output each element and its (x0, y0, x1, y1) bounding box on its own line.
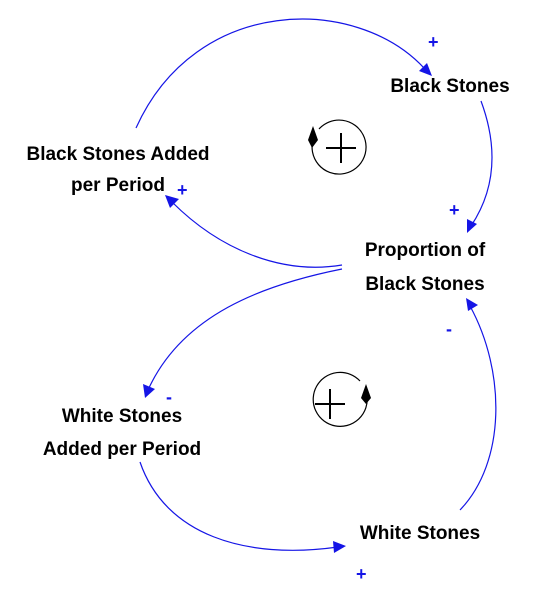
arrowhead-black-stones (419, 63, 432, 76)
node-white-stones: White Stones (360, 523, 480, 544)
arrowhead-white-stones (333, 541, 346, 553)
node-white-added-line2: Added per Period (43, 439, 201, 460)
arrowhead-white-added (143, 384, 155, 398)
link-black-added-to-black-stones (135, 18, 425, 129)
node-white-added-line1: White Stones (62, 406, 182, 427)
polarity-white-added-to-white-stones: + (356, 564, 367, 584)
link-white-added-to-white-stones (139, 461, 339, 551)
polarity-proportion-to-white-added: - (166, 387, 172, 407)
node-proportion-line1: Proportion of (365, 240, 486, 261)
node-black-added-line1: Black Stones Added (26, 144, 209, 165)
link-black-stones-to-proportion (470, 100, 493, 227)
node-black-stones: Black Stones (390, 76, 509, 97)
polarity-black-added-to-black-stones: + (428, 32, 439, 52)
link-proportion-to-white-added (147, 268, 343, 391)
loop-arrow-bottom (361, 384, 371, 404)
node-black-added-line2: per Period (71, 175, 165, 196)
polarity-proportion-to-black-added: + (177, 180, 188, 200)
loop-ring-top (311, 119, 367, 175)
loop-ring-bottom (312, 371, 368, 427)
node-proportion-line2: Black Stones (365, 274, 484, 295)
link-proportion-to-black-added (171, 201, 343, 268)
polarity-black-stones-to-proportion: + (449, 200, 460, 220)
arrowhead-black-added (165, 195, 179, 208)
loop-indicator-top (308, 119, 367, 175)
loop-indicator-bottom (312, 371, 371, 427)
arrowhead-proportion-top (467, 219, 477, 233)
polarity-white-stones-to-proportion: - (446, 319, 452, 339)
loop-arrow-top (308, 126, 318, 148)
link-white-stones-to-proportion (459, 305, 497, 511)
arrowhead-proportion-bottom (466, 298, 478, 311)
